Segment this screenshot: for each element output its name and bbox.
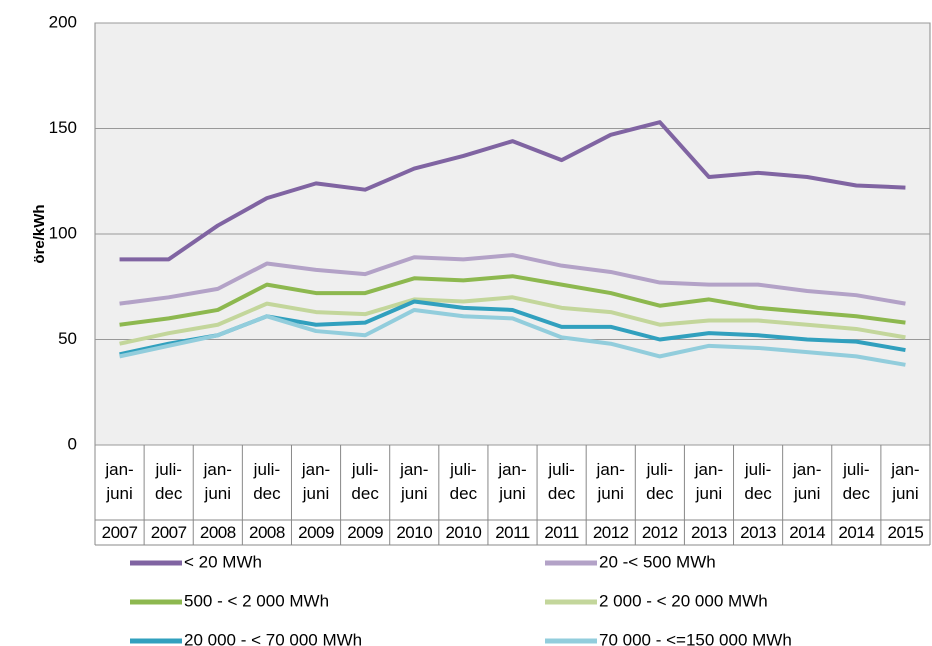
series-line (119, 120, 906, 262)
y-tick-label: 100 (49, 223, 77, 242)
y-tick-label: 150 (49, 118, 77, 137)
year-label: 2014 (789, 523, 826, 542)
x-tick-label: jan-juni (793, 460, 822, 503)
x-tick-label: juli-dec (646, 460, 674, 503)
year-label: 2009 (298, 523, 334, 542)
year-label: 2008 (199, 523, 236, 542)
x-tick-label: jan-juni (400, 460, 429, 503)
y-axis-label: öre/kWh (31, 204, 48, 263)
legend-label: 20 -< 500 MWh (599, 552, 716, 571)
x-tick-label: jan-juni (694, 460, 724, 503)
x-tick-label: juli-dec (253, 460, 281, 503)
year-label: 2014 (838, 523, 875, 542)
year-label: 2015 (887, 523, 924, 542)
y-tick-label: 0 (68, 434, 77, 453)
legend-label: < 20 MWh (184, 552, 262, 571)
year-label: 2011 (495, 523, 530, 542)
year-label: 2012 (592, 523, 629, 542)
year-label: 2009 (347, 523, 384, 542)
series-line (119, 307, 906, 367)
legend-label: 70 000 - <=150 000 MWh (599, 630, 792, 646)
x-tick-label: jan-juni (301, 460, 331, 503)
year-label: 2008 (248, 523, 285, 542)
year-label: 2012 (641, 523, 678, 542)
series-line (119, 295, 906, 346)
legend-label: 500 - < 2 000 MWh (184, 591, 329, 610)
x-tick-label: jan-juni (105, 460, 134, 503)
y-tick-label: 50 (58, 329, 77, 348)
year-label: 2007 (150, 523, 187, 542)
series-line (119, 253, 906, 306)
x-tick-label: juli-dec (154, 460, 183, 503)
x-tick-label: jan-juni (203, 460, 232, 503)
legend-label: 20 000 - < 70 000 MWh (184, 630, 362, 646)
x-tick-label: jan-juni (498, 460, 527, 503)
year-label: 2010 (445, 523, 482, 542)
series-line (119, 274, 906, 327)
year-label: 2011 (544, 523, 579, 542)
year-label: 2010 (396, 523, 433, 542)
x-tick-label: juli-dec (449, 460, 478, 503)
x-tick-label: juli-dec (351, 460, 379, 503)
x-tick-label: jan-juni (891, 460, 920, 503)
year-label: 2013 (740, 523, 776, 542)
year-label: 2007 (101, 523, 138, 542)
legend-label: 2 000 - < 20 000 MWh (599, 591, 768, 610)
x-tick-label: juli-dec (547, 460, 576, 503)
x-tick-label: juli-dec (842, 460, 871, 503)
y-tick-label: 200 (49, 12, 77, 31)
x-tick-label: jan-juni (596, 460, 625, 503)
year-label: 2013 (691, 523, 727, 542)
x-tick-label: juli-dec (744, 460, 772, 503)
